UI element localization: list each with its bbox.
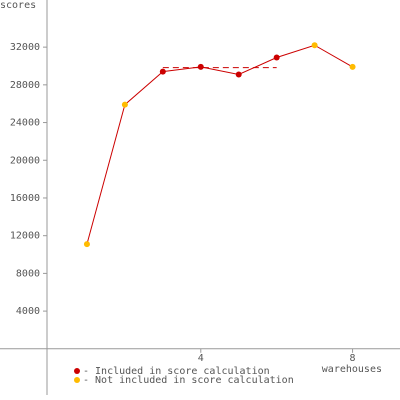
legend-label: - Not included in score calculation bbox=[83, 375, 294, 386]
data-point bbox=[159, 68, 166, 75]
x-axis-title: warehouses bbox=[322, 364, 382, 375]
data-point bbox=[349, 63, 356, 70]
data-point bbox=[121, 101, 128, 108]
y-tick-label: 28000 bbox=[10, 80, 40, 91]
data-point bbox=[235, 71, 242, 78]
data-point bbox=[83, 241, 90, 248]
y-tick-label: 12000 bbox=[10, 231, 40, 242]
legend-marker bbox=[74, 368, 80, 374]
data-point bbox=[311, 42, 318, 49]
legend-marker bbox=[74, 377, 80, 383]
y-axis-title: scores bbox=[0, 0, 36, 11]
legend-label: - Included in score calculation bbox=[83, 366, 270, 377]
x-tick-label: 8 bbox=[350, 353, 356, 364]
y-tick-label: 32000 bbox=[10, 42, 40, 53]
y-tick-label: 20000 bbox=[10, 155, 40, 166]
y-tick-label: 16000 bbox=[10, 193, 40, 204]
y-tick-label: 4000 bbox=[16, 306, 40, 317]
data-point bbox=[197, 63, 204, 70]
y-tick-label: 24000 bbox=[10, 118, 40, 129]
x-tick-label: 4 bbox=[198, 353, 204, 364]
y-tick-label: 8000 bbox=[16, 268, 40, 279]
data-point bbox=[273, 54, 280, 61]
data-line bbox=[86, 44, 353, 245]
